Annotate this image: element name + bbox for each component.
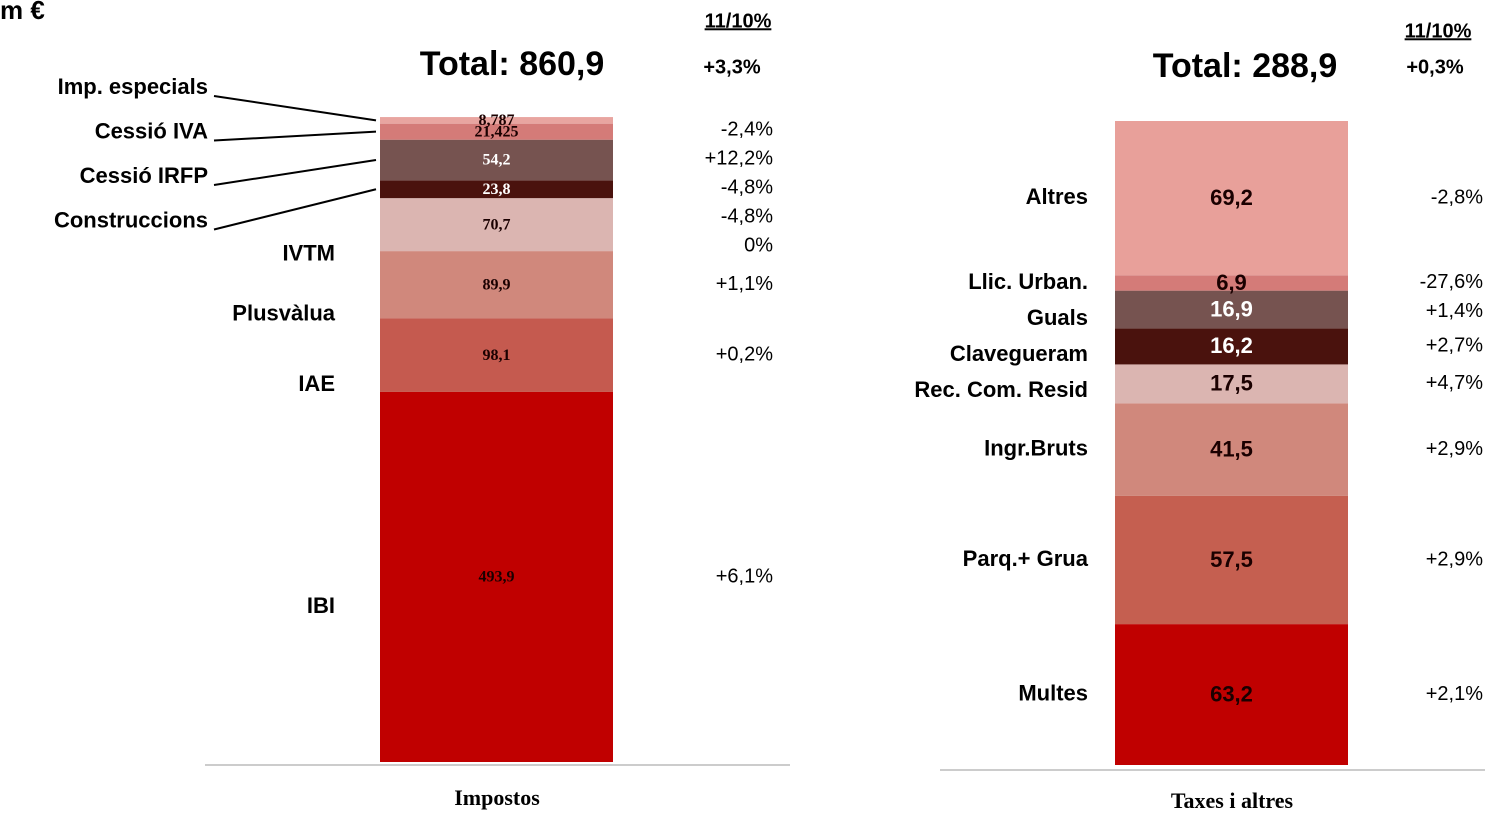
change-label: -4,8% bbox=[721, 176, 773, 198]
leader-line bbox=[213, 188, 377, 231]
change-header: 11/10% bbox=[705, 10, 772, 32]
total-prefix: Total: bbox=[420, 45, 510, 83]
bar-segment bbox=[1115, 364, 1348, 404]
series-name: Rec. Com. Resid bbox=[914, 377, 1088, 402]
series-name: IAE bbox=[298, 371, 335, 396]
series-name: IBI bbox=[307, 593, 335, 618]
value-label: 63,2 bbox=[1210, 681, 1253, 706]
bar-segment bbox=[380, 251, 613, 319]
bar-segment bbox=[1115, 121, 1348, 276]
bar-segment bbox=[380, 318, 613, 392]
bar-segment bbox=[1115, 275, 1348, 291]
value-label: 493,9 bbox=[479, 569, 515, 586]
change-label: +12,2% bbox=[705, 147, 774, 169]
change-label: +0,2% bbox=[716, 343, 773, 365]
bar-segment bbox=[1115, 495, 1348, 625]
series-name: Multes bbox=[1018, 680, 1088, 705]
series-name: Clavegueram bbox=[950, 341, 1088, 366]
series-name: Llic. Urban. bbox=[968, 269, 1088, 294]
bar-segment bbox=[380, 123, 613, 140]
value-label: 70,7 bbox=[483, 216, 511, 233]
bar-segment bbox=[380, 139, 613, 181]
change-label: +2,9% bbox=[1426, 548, 1483, 570]
bar-segment bbox=[1115, 624, 1348, 765]
bar-segment bbox=[380, 180, 613, 199]
change-label: +1,4% bbox=[1426, 300, 1483, 322]
page-title: m € bbox=[0, 0, 45, 25]
change-label: -4,8% bbox=[721, 205, 773, 227]
value-label: 21,425 bbox=[475, 123, 519, 140]
bar-segment bbox=[380, 391, 613, 762]
value-label: 89,9 bbox=[483, 276, 511, 293]
value-label: 23,8 bbox=[483, 181, 511, 198]
total-label: Total: 860,9 bbox=[420, 45, 605, 83]
series-name: Imp. especials bbox=[58, 74, 208, 99]
bar-segment bbox=[1115, 403, 1348, 496]
value-label: 16,2 bbox=[1210, 333, 1253, 358]
total-prefix: Total: bbox=[1153, 47, 1243, 85]
change-label: +2,7% bbox=[1426, 335, 1483, 357]
series-name: Cessió IRFP bbox=[80, 163, 208, 188]
leader-line bbox=[213, 95, 377, 122]
change-label: -2,4% bbox=[721, 118, 773, 140]
change-header: 11/10% bbox=[1405, 20, 1472, 42]
value-label: 57,5 bbox=[1210, 547, 1253, 572]
value-label: 41,5 bbox=[1210, 436, 1253, 461]
change-label: +1,1% bbox=[716, 273, 773, 295]
change-label: -27,6% bbox=[1420, 271, 1484, 293]
total-value: 288,9 bbox=[1252, 47, 1337, 85]
series-name: Plusvàlua bbox=[232, 301, 335, 326]
change-label: +6,1% bbox=[716, 565, 773, 587]
change-label: -2,8% bbox=[1431, 186, 1483, 208]
leader-line bbox=[213, 159, 377, 186]
change-label: +2,1% bbox=[1426, 683, 1483, 705]
category-label: Taxes i altres bbox=[1171, 788, 1294, 813]
value-label: 17,5 bbox=[1210, 371, 1253, 396]
series-name: Altres bbox=[1026, 184, 1088, 209]
bar-segment bbox=[1115, 290, 1348, 329]
change-label: +2,9% bbox=[1426, 438, 1483, 460]
total-change: +0,3% bbox=[1406, 56, 1463, 78]
series-name: Guals bbox=[1027, 305, 1088, 330]
value-label: 8,787 bbox=[479, 112, 515, 129]
value-label: 16,9 bbox=[1210, 296, 1253, 321]
change-label: +4,7% bbox=[1426, 372, 1483, 394]
total-label: Total: 288,9 bbox=[1153, 47, 1338, 85]
series-name: Ingr.Bruts bbox=[984, 435, 1088, 460]
value-label: 69,2 bbox=[1210, 185, 1253, 210]
total-change: +3,3% bbox=[703, 56, 760, 78]
value-label: 6,9 bbox=[1216, 270, 1247, 295]
total-value: 860,9 bbox=[519, 45, 604, 83]
value-label: 98,1 bbox=[483, 347, 511, 364]
bar-segment bbox=[380, 198, 613, 252]
series-name: Cessió IVA bbox=[95, 118, 208, 143]
series-name: IVTM bbox=[282, 240, 335, 265]
series-name: Construccions bbox=[54, 207, 208, 232]
leader-line bbox=[213, 130, 377, 142]
category-label: Impostos bbox=[454, 785, 540, 810]
bar-segment bbox=[1115, 328, 1348, 365]
value-label: 54,2 bbox=[483, 152, 511, 169]
series-name: Parq.+ Grua bbox=[963, 546, 1089, 571]
change-label: 0% bbox=[744, 234, 773, 256]
bar-segment bbox=[380, 117, 613, 124]
